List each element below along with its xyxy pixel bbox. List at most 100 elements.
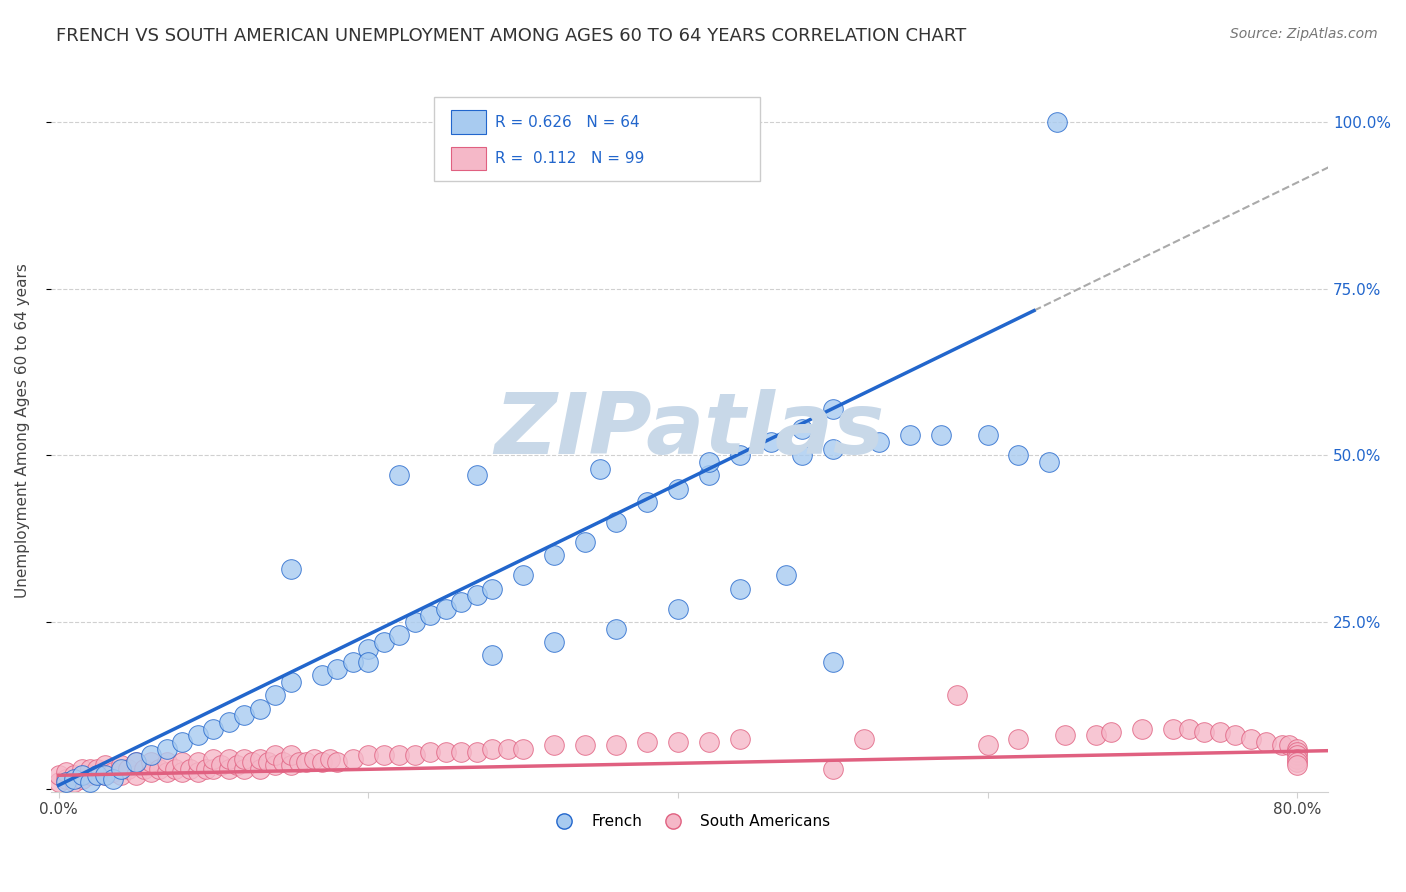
Point <box>148 762 170 776</box>
Point <box>156 755 179 769</box>
Point <box>1271 739 1294 753</box>
Point <box>342 751 364 765</box>
Point <box>1286 751 1309 765</box>
Point <box>101 772 124 786</box>
Point <box>1163 722 1185 736</box>
Point <box>202 762 225 776</box>
Point <box>496 741 519 756</box>
Point <box>465 468 488 483</box>
Point <box>280 758 302 772</box>
Point <box>110 768 132 782</box>
Point <box>156 764 179 779</box>
Point <box>280 675 302 690</box>
Point <box>357 655 380 669</box>
Point <box>357 641 380 656</box>
Text: R =  0.112   N = 99: R = 0.112 N = 99 <box>495 151 645 166</box>
Point <box>55 775 77 789</box>
Point <box>481 582 503 596</box>
Point <box>249 762 271 776</box>
Point <box>55 764 77 779</box>
Point <box>326 662 349 676</box>
Point <box>1225 728 1247 742</box>
Point <box>280 561 302 575</box>
Point <box>233 708 256 723</box>
Point <box>1286 755 1309 769</box>
Point <box>202 722 225 736</box>
Point <box>187 728 209 742</box>
Point <box>311 668 333 682</box>
Point <box>450 595 472 609</box>
Point <box>388 628 411 642</box>
FancyBboxPatch shape <box>434 97 759 181</box>
Point <box>187 764 209 779</box>
Point <box>697 455 720 469</box>
Point <box>79 768 101 782</box>
Point <box>249 701 271 715</box>
Point <box>543 635 565 649</box>
Point <box>450 745 472 759</box>
Point <box>697 468 720 483</box>
Point <box>256 755 278 769</box>
Point <box>218 762 240 776</box>
Point <box>240 755 263 769</box>
Point <box>465 745 488 759</box>
Point <box>125 768 148 782</box>
Point <box>295 755 318 769</box>
Point <box>1278 739 1301 753</box>
Point <box>434 745 457 759</box>
Point <box>1178 722 1201 736</box>
Point <box>636 495 658 509</box>
Point <box>790 448 813 462</box>
Point <box>302 751 325 765</box>
Point <box>929 428 952 442</box>
Point <box>419 608 441 623</box>
Point <box>1053 728 1076 742</box>
Point <box>264 688 287 702</box>
Y-axis label: Unemployment Among Ages 60 to 64 years: Unemployment Among Ages 60 to 64 years <box>15 263 30 598</box>
Point <box>110 762 132 776</box>
Point <box>94 768 117 782</box>
Point <box>156 741 179 756</box>
Point <box>48 775 70 789</box>
Point <box>512 568 534 582</box>
Point <box>271 755 294 769</box>
Point <box>481 741 503 756</box>
Point <box>357 748 380 763</box>
Point <box>636 735 658 749</box>
Point <box>512 741 534 756</box>
Point <box>666 735 689 749</box>
Point <box>172 764 194 779</box>
Point <box>1286 745 1309 759</box>
Point <box>326 755 349 769</box>
Point <box>1286 748 1309 763</box>
Point <box>202 751 225 765</box>
Text: FRENCH VS SOUTH AMERICAN UNEMPLOYMENT AMONG AGES 60 TO 64 YEARS CORRELATION CHAR: FRENCH VS SOUTH AMERICAN UNEMPLOYMENT AM… <box>56 27 966 45</box>
Point <box>1209 725 1232 739</box>
Point <box>125 755 148 769</box>
Point <box>1007 731 1029 746</box>
Point <box>404 748 426 763</box>
Point <box>63 768 86 782</box>
Text: Source: ZipAtlas.com: Source: ZipAtlas.com <box>1230 27 1378 41</box>
Point <box>666 482 689 496</box>
Point <box>373 635 395 649</box>
Point <box>605 622 627 636</box>
Point <box>79 762 101 776</box>
Point <box>1046 115 1069 129</box>
Point <box>1038 455 1060 469</box>
Point <box>821 401 844 416</box>
Legend: French, South Americans: French, South Americans <box>543 808 837 835</box>
Point <box>945 688 967 702</box>
Point <box>1240 731 1263 746</box>
Point <box>70 762 93 776</box>
Point <box>589 461 612 475</box>
Point <box>419 745 441 759</box>
Point <box>163 762 186 776</box>
Point <box>868 434 890 449</box>
Point <box>264 758 287 772</box>
Point <box>132 762 155 776</box>
Point <box>1286 741 1309 756</box>
Point <box>666 601 689 615</box>
Point <box>388 748 411 763</box>
Point <box>697 735 720 749</box>
